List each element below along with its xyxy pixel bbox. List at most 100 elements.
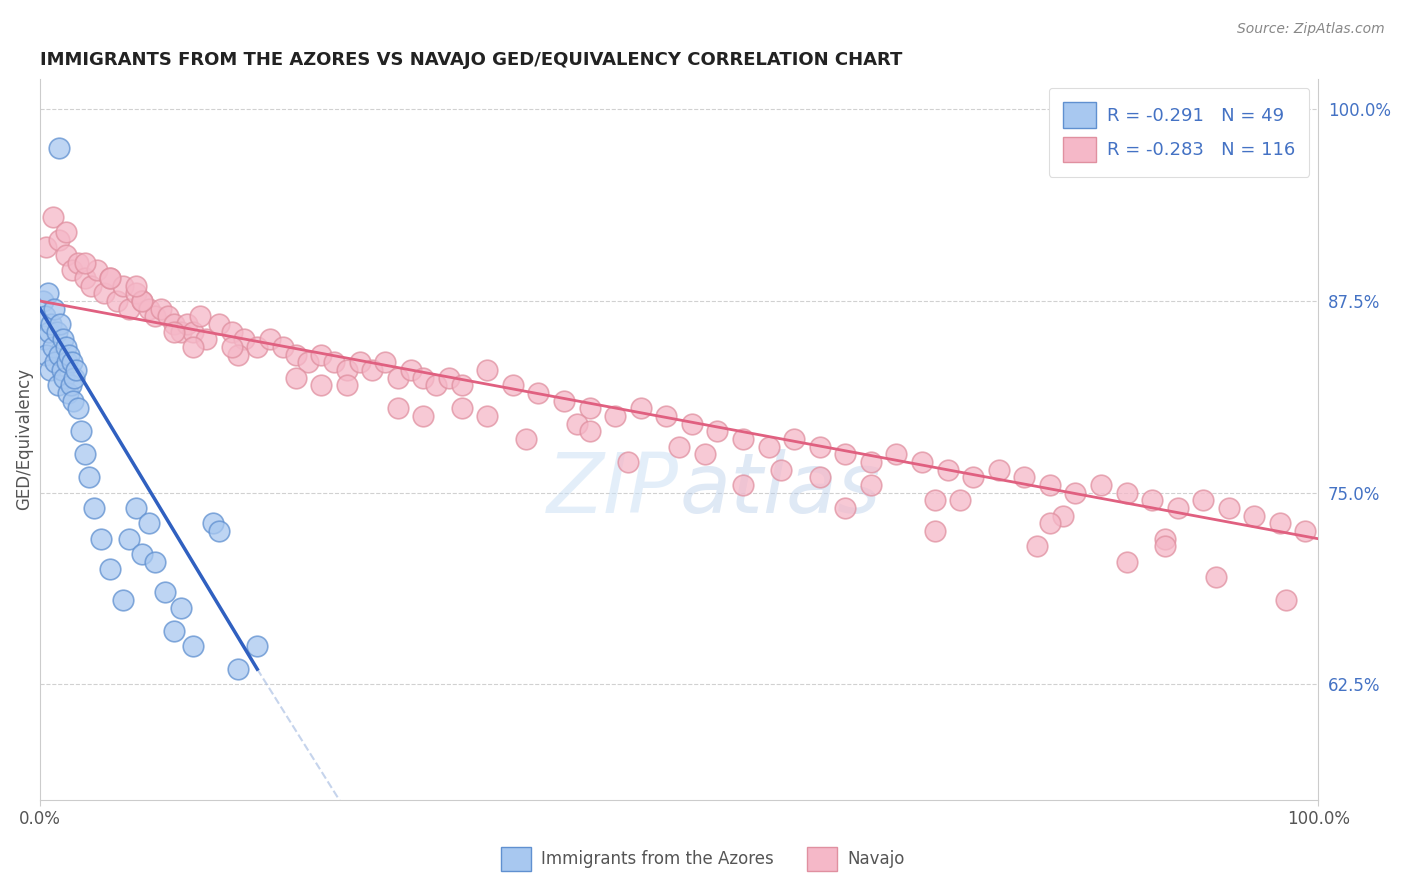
- Point: [125, 501, 148, 516]
- Point: [437, 370, 460, 384]
- Point: [387, 370, 409, 384]
- Legend: Immigrants from the Azores, Navajo: Immigrants from the Azores, Navajo: [494, 839, 912, 880]
- Point: [1154, 540, 1177, 554]
- Point: [1205, 570, 1227, 584]
- Point: [34, 310, 56, 324]
- Point: [42, 210, 65, 224]
- Point: [515, 432, 537, 446]
- Point: [59, 378, 82, 392]
- Point: [527, 386, 550, 401]
- Point: [208, 524, 231, 538]
- Point: [284, 370, 307, 384]
- Point: [706, 425, 728, 439]
- Point: [56, 386, 79, 401]
- Point: [163, 624, 186, 638]
- Point: [73, 271, 96, 285]
- Point: [1012, 470, 1035, 484]
- Point: [399, 363, 422, 377]
- Point: [49, 317, 72, 331]
- Point: [201, 516, 224, 531]
- Point: [62, 393, 84, 408]
- Point: [477, 363, 499, 377]
- Point: [55, 340, 77, 354]
- Point: [834, 501, 856, 516]
- Point: [808, 440, 831, 454]
- Point: [70, 425, 93, 439]
- Point: [44, 355, 66, 369]
- Point: [1115, 555, 1137, 569]
- Point: [90, 532, 112, 546]
- Point: [949, 493, 972, 508]
- Point: [911, 455, 934, 469]
- Point: [143, 555, 166, 569]
- Point: [98, 271, 121, 285]
- Point: [387, 401, 409, 416]
- Point: [73, 255, 96, 269]
- Point: [131, 547, 153, 561]
- Point: [693, 447, 716, 461]
- Point: [125, 278, 148, 293]
- Point: [138, 516, 160, 531]
- Point: [138, 301, 160, 316]
- Point: [1154, 532, 1177, 546]
- Point: [60, 355, 83, 369]
- Point: [962, 470, 984, 484]
- Point: [578, 401, 600, 416]
- Point: [63, 370, 86, 384]
- Point: [42, 340, 65, 354]
- Point: [1275, 593, 1298, 607]
- Point: [655, 409, 678, 423]
- Point: [731, 478, 754, 492]
- Point: [105, 293, 128, 308]
- Point: [271, 340, 294, 354]
- Point: [65, 363, 87, 377]
- Point: [52, 332, 75, 346]
- Point: [297, 355, 319, 369]
- Point: [51, 363, 73, 377]
- Point: [73, 447, 96, 461]
- Point: [45, 325, 67, 339]
- Point: [349, 355, 371, 369]
- Point: [770, 463, 793, 477]
- Point: [226, 662, 249, 676]
- Point: [412, 370, 434, 384]
- Text: IMMIGRANTS FROM THE AZORES VS NAVAJO GED/EQUIVALENCY CORRELATION CHART: IMMIGRANTS FROM THE AZORES VS NAVAJO GED…: [39, 51, 903, 69]
- Point: [156, 310, 179, 324]
- Point: [143, 310, 166, 324]
- Point: [118, 301, 141, 316]
- Point: [1039, 478, 1062, 492]
- Point: [98, 562, 121, 576]
- Point: [221, 325, 243, 339]
- Point: [259, 332, 281, 346]
- Point: [118, 532, 141, 546]
- Point: [35, 240, 58, 254]
- Point: [155, 585, 177, 599]
- Point: [169, 600, 191, 615]
- Point: [67, 255, 90, 269]
- Point: [150, 301, 173, 316]
- Point: [605, 409, 627, 423]
- Point: [1295, 524, 1317, 538]
- Point: [758, 440, 780, 454]
- Point: [98, 271, 121, 285]
- Point: [565, 417, 588, 431]
- Point: [336, 378, 359, 392]
- Point: [38, 325, 60, 339]
- Point: [131, 293, 153, 308]
- Point: [617, 455, 640, 469]
- Point: [233, 332, 256, 346]
- Point: [41, 317, 63, 331]
- Legend: R = -0.291   N = 49, R = -0.283   N = 116: R = -0.291 N = 49, R = -0.283 N = 116: [1049, 87, 1309, 177]
- Point: [374, 355, 396, 369]
- Text: Source: ZipAtlas.com: Source: ZipAtlas.com: [1237, 22, 1385, 37]
- Point: [731, 432, 754, 446]
- Point: [169, 325, 191, 339]
- Point: [668, 440, 690, 454]
- Point: [163, 317, 186, 331]
- Point: [323, 355, 346, 369]
- Point: [32, 332, 55, 346]
- Point: [1243, 508, 1265, 523]
- Point: [412, 409, 434, 423]
- Point: [183, 325, 205, 339]
- Point: [1167, 501, 1189, 516]
